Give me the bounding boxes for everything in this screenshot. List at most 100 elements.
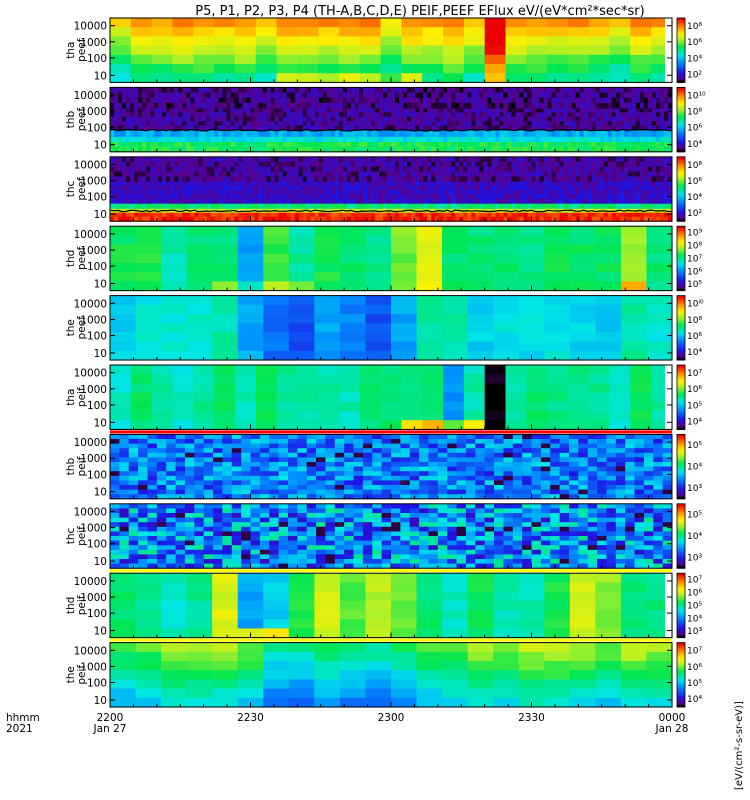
spectrogram-cell xyxy=(206,156,211,163)
spectrogram-cell xyxy=(151,401,174,412)
spectrogram-cell xyxy=(551,87,557,94)
spectrogram-cell xyxy=(386,141,392,148)
spectrogram-cell xyxy=(527,161,532,168)
spectrogram-cell xyxy=(359,420,382,430)
spectrogram-cell xyxy=(290,92,296,99)
spectrogram-cell xyxy=(663,216,669,222)
spectrogram-cell xyxy=(527,141,532,148)
spectrogram-cell xyxy=(378,161,384,168)
spectrogram-cell xyxy=(270,194,276,200)
spectrogram-cell xyxy=(651,401,673,412)
spectrogram-cell xyxy=(318,87,324,94)
spectrogram-cell xyxy=(527,87,532,94)
spectrogram-cell xyxy=(563,121,569,127)
spectrogram-cell xyxy=(330,92,336,99)
spectrogram-cell xyxy=(298,156,304,163)
spectrogram-cell xyxy=(166,171,171,177)
spectrogram-cell xyxy=(439,146,444,153)
spectrogram-cell xyxy=(151,383,174,394)
spectrogram-cell xyxy=(495,216,500,222)
no-data-gap xyxy=(664,18,672,83)
spectrogram-cell xyxy=(427,216,432,222)
spectrogram-cell xyxy=(620,272,648,282)
spectrogram-cell xyxy=(595,116,601,122)
spectrogram-cell xyxy=(659,166,665,172)
spectrogram-cell xyxy=(544,332,571,343)
spectrogram-cell xyxy=(338,73,361,83)
spectrogram-cell xyxy=(399,97,404,104)
spectrogram-cell xyxy=(611,176,617,182)
spectrogram-cell xyxy=(627,156,633,163)
spectrogram-cell xyxy=(399,125,404,131)
spectrogram-cell xyxy=(443,171,448,177)
spectrogram-cell xyxy=(639,125,645,131)
spectrogram-cell xyxy=(507,121,512,127)
spectrogram-cell xyxy=(359,73,382,83)
spectrogram-cell xyxy=(314,102,320,109)
spectrogram-cell xyxy=(591,97,597,104)
spectrogram-cell xyxy=(150,161,155,168)
spectrogram-cell xyxy=(294,161,300,168)
spectrogram-cell xyxy=(258,216,264,222)
spectrogram-cell xyxy=(266,203,272,209)
colorbar-step xyxy=(677,260,685,263)
spectrogram-cell xyxy=(655,185,661,191)
spectrogram-cell xyxy=(620,304,648,315)
spectrogram-cell xyxy=(443,116,448,122)
spectrogram-cell xyxy=(551,92,557,99)
spectrogram-cell xyxy=(266,141,272,148)
spectrogram-cell xyxy=(620,235,648,246)
spectrogram-cell xyxy=(135,350,162,361)
spectrogram-cell xyxy=(151,36,174,47)
spectrogram-cell xyxy=(282,108,288,113)
spectrogram-cell xyxy=(391,116,396,122)
spectrogram-cell xyxy=(563,102,569,109)
spectrogram-cell xyxy=(391,121,396,127)
spectrogram-cell xyxy=(547,18,569,28)
spectrogram-cell xyxy=(615,156,621,163)
spectrogram-cell xyxy=(463,18,486,28)
spectrogram-cell xyxy=(386,92,392,99)
colorbar-step xyxy=(677,177,685,180)
spectrogram-cell xyxy=(543,190,549,195)
spectrogram-cell xyxy=(567,194,573,200)
spectrogram-cell xyxy=(663,121,669,127)
spectrogram-cell xyxy=(350,87,356,94)
spectrogram-cell xyxy=(238,194,243,200)
colorbar-step xyxy=(677,406,685,409)
spectrogram-cell xyxy=(467,121,472,127)
spectrogram-cell xyxy=(515,198,520,204)
spectrogram-cell xyxy=(607,116,613,122)
spectrogram-cell xyxy=(146,176,151,182)
spectrogram-cell xyxy=(270,116,276,122)
spectrogram-cell xyxy=(587,181,593,187)
spectrogram-cell xyxy=(166,87,171,94)
colorbar-step xyxy=(677,137,685,140)
spectrogram-cell xyxy=(487,87,492,94)
spectrogram-cell xyxy=(451,146,456,153)
spectrogram-cell xyxy=(467,156,472,163)
spectrogram-cell xyxy=(439,102,444,109)
spectrogram-cell xyxy=(346,212,352,218)
spectrogram-cell xyxy=(567,102,573,109)
spectrogram-cell xyxy=(318,108,324,113)
spectrogram-cell xyxy=(358,166,364,172)
spectrogram-cell xyxy=(378,208,384,213)
spectrogram-cell xyxy=(595,235,622,246)
spectrogram-cell xyxy=(639,121,645,127)
spectrogram-cell xyxy=(250,121,256,127)
spectrogram-cell xyxy=(262,112,268,118)
colorbar-step xyxy=(677,376,685,379)
spectrogram-cell xyxy=(110,401,132,412)
spectrogram-cell xyxy=(443,54,465,65)
spectrogram-cell xyxy=(411,203,416,209)
spectrogram-cell xyxy=(599,97,605,104)
spectrogram-cell xyxy=(366,156,372,163)
spectrogram-cell xyxy=(342,125,348,131)
spectrogram-cell xyxy=(262,185,268,191)
spectrogram-cell xyxy=(467,244,494,255)
spectrogram-cell xyxy=(206,87,211,94)
spectrogram-cell xyxy=(591,136,597,142)
panel-frame xyxy=(109,156,673,222)
spectrogram-cell xyxy=(278,212,284,218)
